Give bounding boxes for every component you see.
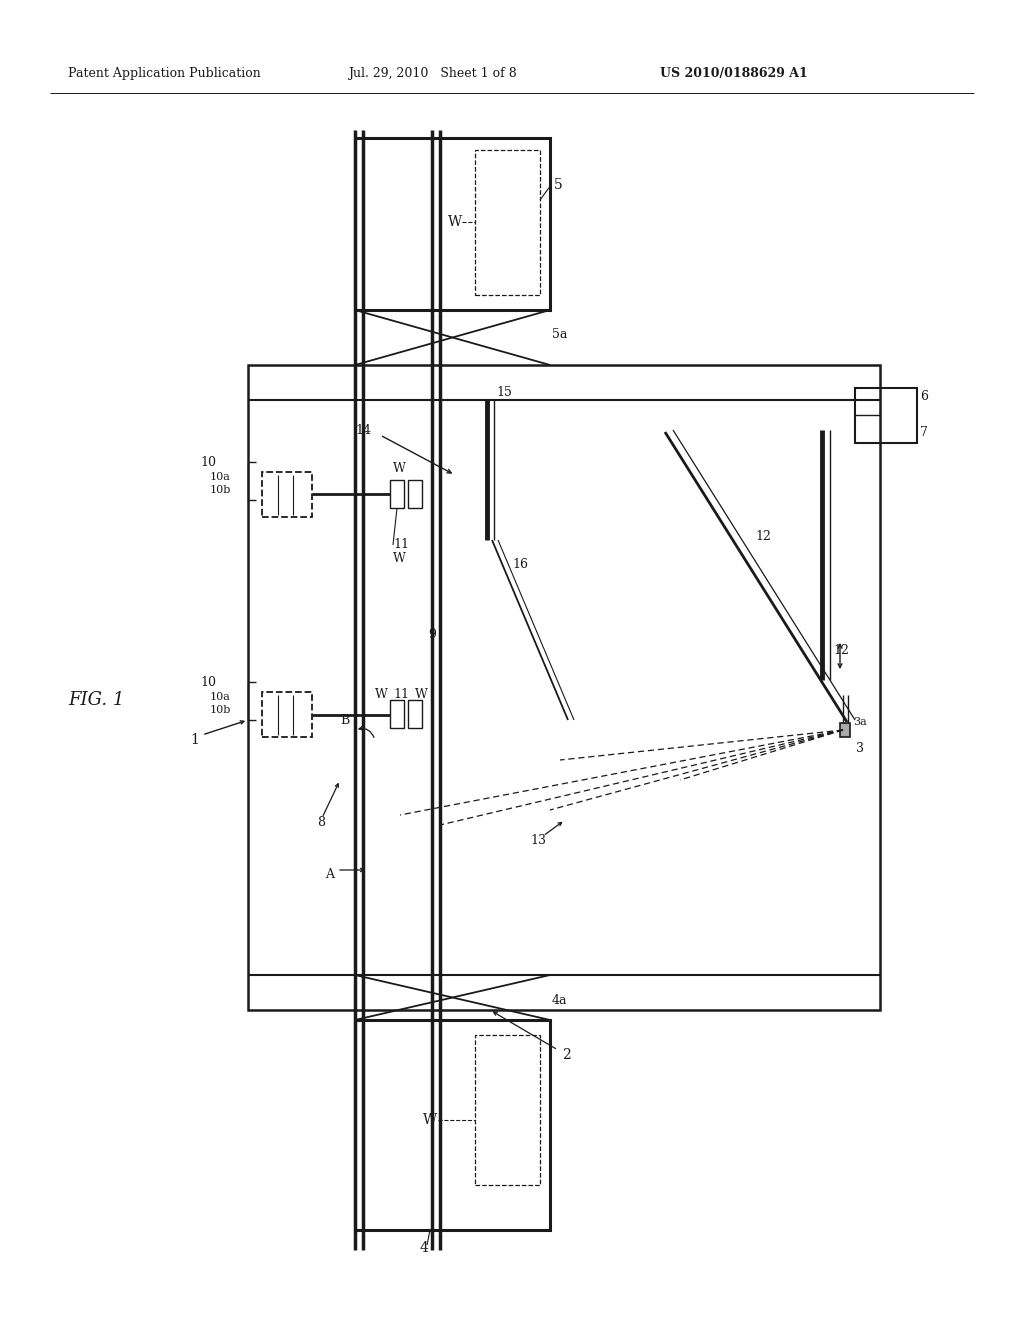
Bar: [408, 700, 422, 729]
Text: 4a: 4a: [552, 994, 567, 1006]
Text: W: W: [393, 552, 406, 565]
Text: 2: 2: [562, 1048, 570, 1063]
Text: 10b: 10b: [210, 705, 231, 715]
Text: Patent Application Publication: Patent Application Publication: [68, 67, 261, 81]
Text: 9: 9: [428, 628, 436, 642]
Text: 6: 6: [920, 391, 928, 404]
Text: 13: 13: [530, 833, 546, 846]
Text: 7: 7: [920, 425, 928, 438]
Text: W: W: [449, 215, 462, 228]
Text: 5a: 5a: [552, 329, 567, 342]
Bar: [390, 480, 404, 508]
Text: 12: 12: [833, 644, 849, 656]
Text: 12: 12: [755, 531, 771, 544]
Text: W: W: [423, 1113, 437, 1127]
Text: 10: 10: [200, 455, 216, 469]
Text: W: W: [375, 689, 388, 701]
Text: 11: 11: [393, 689, 409, 701]
Text: 14: 14: [355, 424, 371, 437]
Text: W: W: [415, 689, 428, 701]
Bar: [855, 388, 918, 444]
Text: 10a: 10a: [210, 473, 230, 482]
Bar: [408, 480, 422, 508]
Text: FIG. 1: FIG. 1: [68, 690, 124, 709]
Bar: [355, 139, 550, 310]
Text: 5: 5: [554, 178, 563, 191]
Text: 15: 15: [496, 387, 512, 400]
Bar: [475, 150, 540, 294]
Text: 16: 16: [512, 558, 528, 572]
Text: US 2010/0188629 A1: US 2010/0188629 A1: [660, 67, 808, 81]
Text: 10: 10: [200, 676, 216, 689]
Text: 10a: 10a: [210, 692, 230, 702]
Text: Jul. 29, 2010   Sheet 1 of 8: Jul. 29, 2010 Sheet 1 of 8: [348, 67, 517, 81]
Text: 3a: 3a: [853, 717, 866, 727]
Bar: [248, 366, 880, 1010]
Text: B: B: [340, 714, 349, 726]
Text: 8: 8: [317, 817, 325, 829]
Bar: [262, 473, 312, 517]
Text: 1: 1: [190, 733, 199, 747]
Text: 4: 4: [420, 1241, 429, 1255]
Text: W: W: [393, 462, 406, 474]
Bar: [355, 1020, 550, 1230]
Text: 10b: 10b: [210, 484, 231, 495]
Bar: [475, 1035, 540, 1185]
Text: A: A: [325, 869, 334, 882]
Bar: [840, 723, 850, 737]
Text: 11: 11: [393, 539, 409, 552]
Text: 3: 3: [856, 742, 864, 755]
Bar: [262, 692, 312, 737]
Bar: [390, 700, 404, 729]
